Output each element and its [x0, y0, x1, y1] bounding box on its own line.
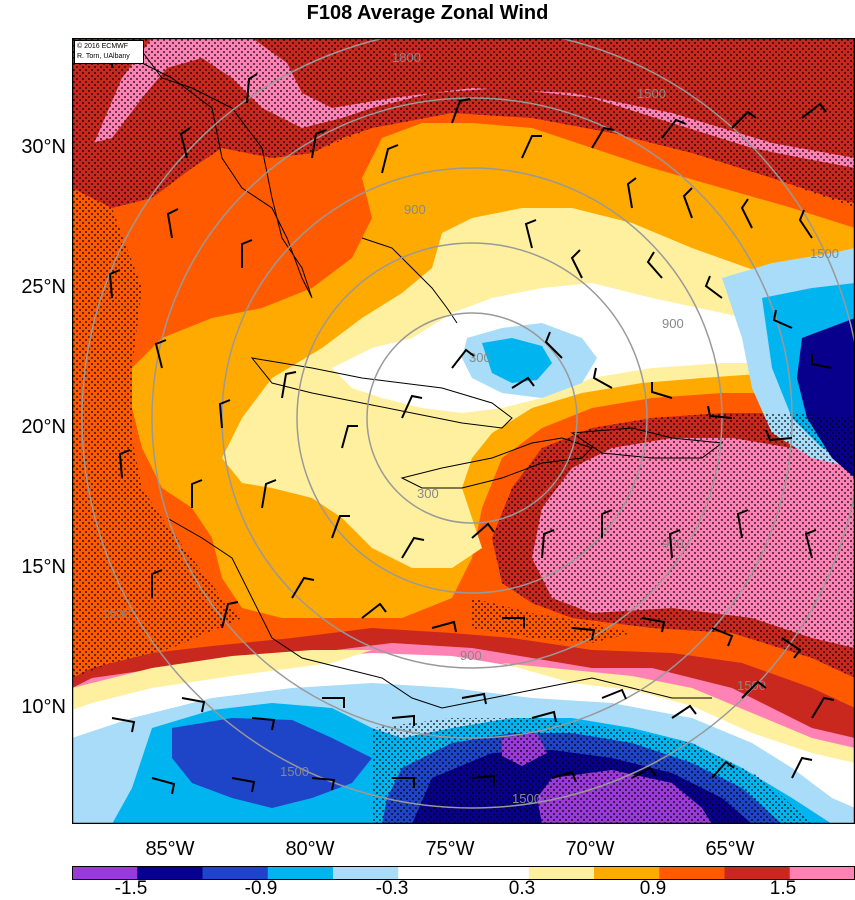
colorbar-label: 0.9 — [639, 878, 667, 899]
map-title: F108 Average Zonal Wind — [306, 2, 549, 24]
contour-label: 1500 — [102, 606, 131, 621]
colorbar-swatch — [137, 866, 203, 880]
colorbar — [72, 866, 855, 880]
contour-label: 1500 — [637, 86, 666, 101]
colorbar-swatch — [724, 866, 791, 880]
zone-yellow-south — [72, 650, 855, 763]
colorbar-swatch — [789, 866, 855, 880]
lat-label-25n: 25°N — [21, 276, 66, 298]
contour-label: 1500 — [810, 246, 839, 261]
zone-white-center — [332, 283, 855, 413]
map-plot: 1800 1500 900 300 1500 900 300 900 1500 … — [72, 38, 855, 824]
lat-label-30n: 30°N — [21, 136, 66, 158]
contour-label: 300 — [469, 350, 491, 365]
lon-label-65w: 65°W — [705, 838, 755, 860]
credit-line-1: © 2016 ECMWF — [77, 43, 129, 50]
colorbar-swatch — [463, 866, 530, 880]
colorbar-swatch — [267, 866, 334, 880]
stipple-north — [72, 38, 855, 208]
colorbar-label: 1.5 — [769, 878, 797, 899]
colorbar-swatch — [72, 866, 138, 880]
stipple-east — [492, 413, 855, 678]
contour-labels: 1800 1500 900 300 1500 900 300 900 1500 … — [102, 50, 839, 806]
lon-label-75w: 75°W — [425, 838, 475, 860]
contour-label: 900 — [662, 316, 684, 331]
contour-label: 300 — [417, 486, 439, 501]
contour-ring-600 — [296, 242, 648, 594]
colorbar-swatch — [594, 866, 660, 880]
stipple-south — [372, 598, 812, 824]
contour-label: 1500 — [280, 764, 309, 779]
contour-label: 900 — [460, 648, 482, 663]
contour-ring-1200 — [151, 97, 793, 739]
contour-ring-1500 — [81, 38, 855, 809]
colorbar-swatch — [528, 866, 595, 880]
colorbar-swatch — [659, 866, 725, 880]
contour-label: 1800 — [392, 50, 421, 65]
contour-label: 1500 — [512, 791, 541, 806]
colorbar-label: -0.3 — [375, 878, 409, 899]
colorbar-label: -0.9 — [244, 878, 278, 899]
wind-barbs — [108, 40, 835, 795]
contour-label: 900 — [662, 536, 684, 551]
lon-label-70w: 70°W — [565, 838, 615, 860]
colorbar-swatch — [398, 866, 464, 880]
coastlines — [131, 38, 724, 709]
lon-label-85w: 85°W — [145, 838, 195, 860]
credit-box: © 2016 ECMWF R. Torn, UAlbany — [74, 40, 144, 64]
colorbar-label: -1.5 — [114, 878, 148, 899]
colorbar-label: 0.3 — [508, 878, 536, 899]
stipple-west — [72, 188, 242, 678]
lat-label-15n: 15°N — [21, 556, 66, 578]
lat-label-20n: 20°N — [21, 416, 66, 438]
credit-line-2: R. Torn, UAlbany — [77, 53, 130, 60]
contour-ring-300 — [366, 312, 578, 524]
colorbar-swatch — [333, 866, 399, 880]
lat-label-10n: 10°N — [21, 696, 66, 718]
lon-label-80w: 80°W — [285, 838, 335, 860]
colorbar-swatch — [202, 866, 269, 880]
contour-label: 900 — [404, 202, 426, 217]
zone-cyan-center — [482, 338, 552, 383]
